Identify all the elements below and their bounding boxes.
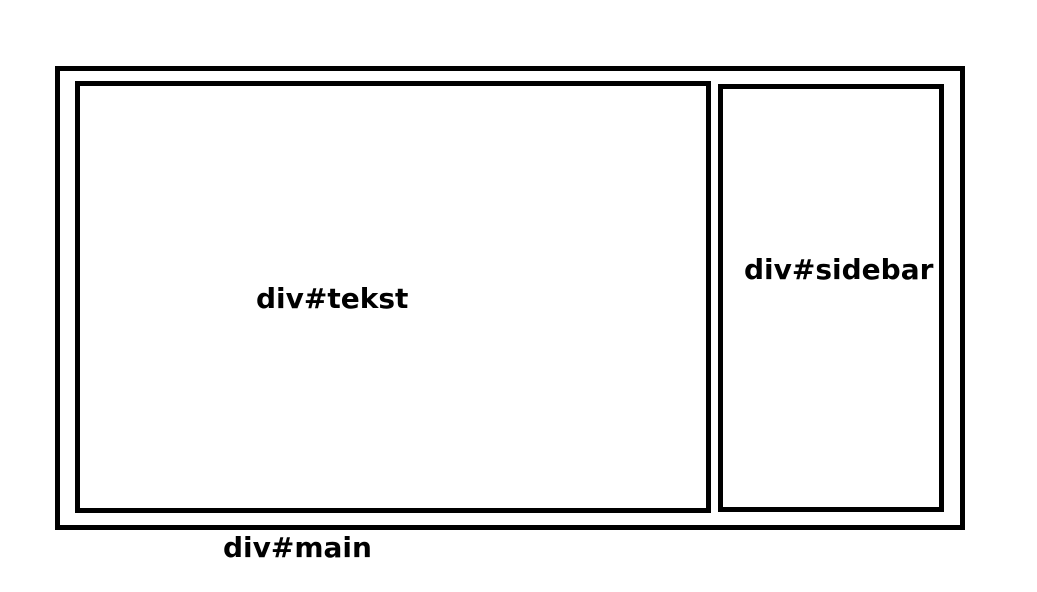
sidebar-label: div#sidebar — [744, 253, 934, 286]
tekst-label: div#tekst — [256, 282, 409, 315]
tekst-box — [75, 81, 711, 513]
main-label: div#main — [223, 531, 372, 564]
sidebar-box — [718, 84, 944, 512]
